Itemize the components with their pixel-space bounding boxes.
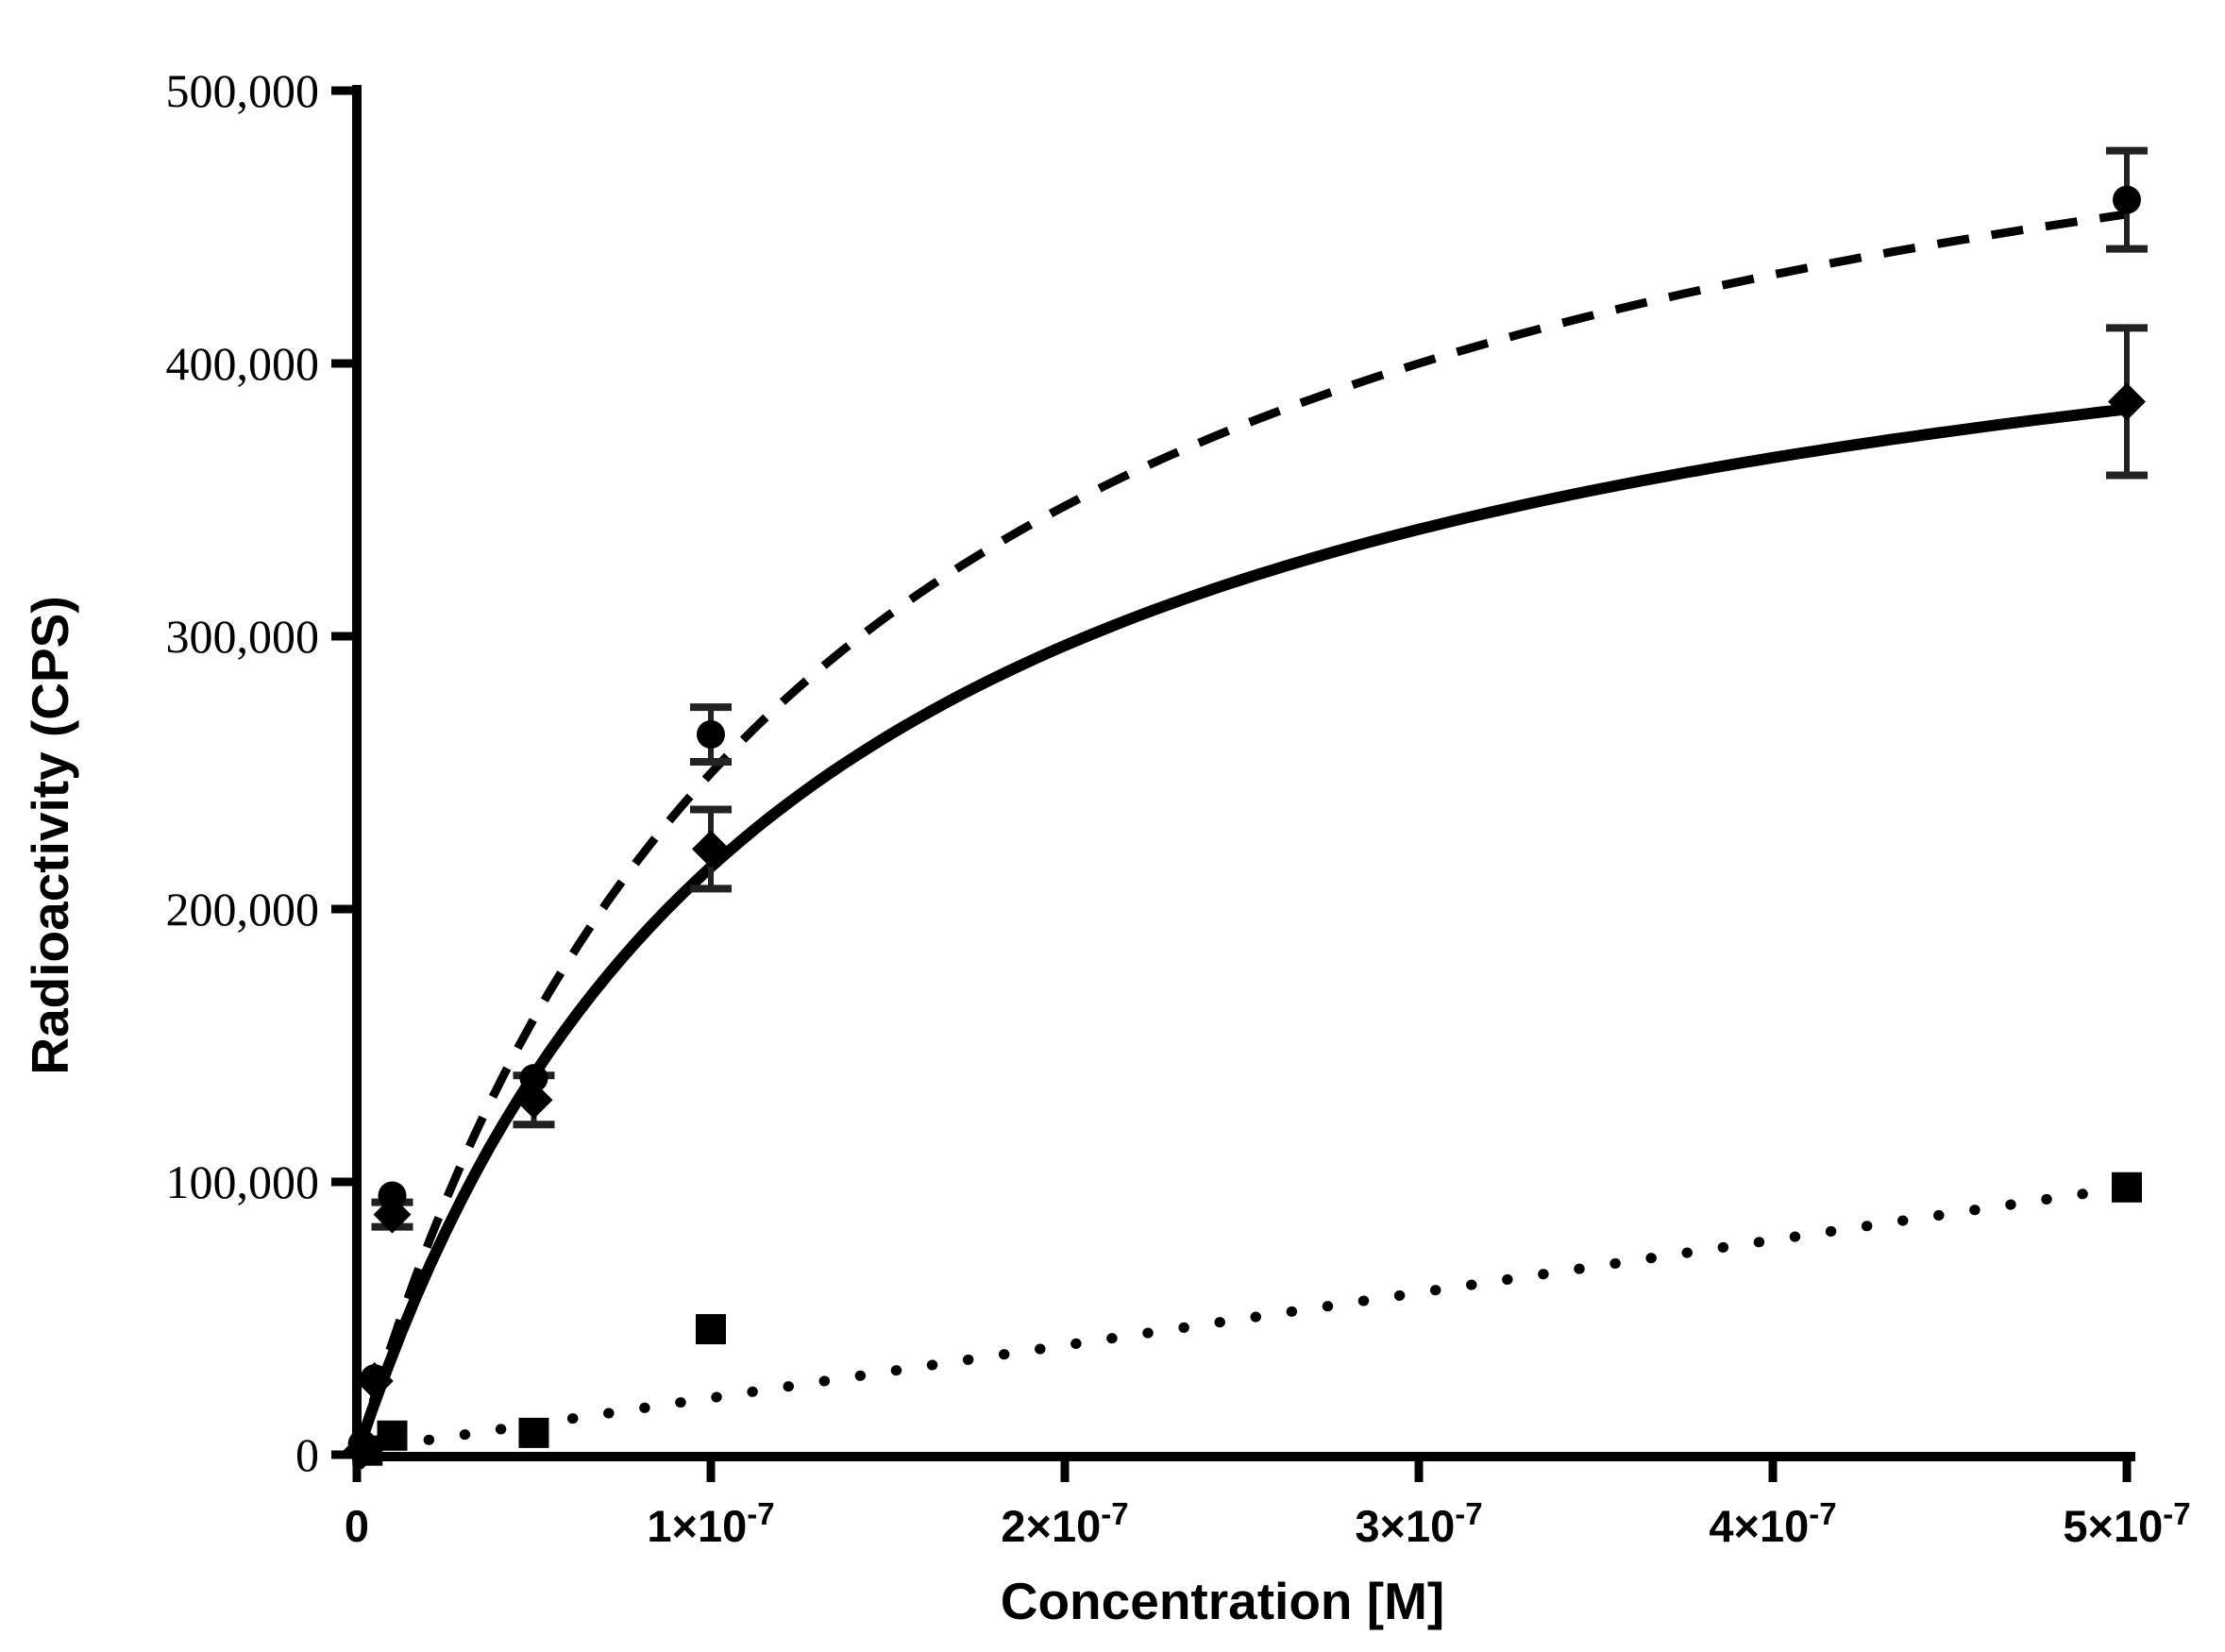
x-tick-label: 2×10-7 [1001,1496,1128,1551]
x-tick-label: 4×10-7 [1709,1496,1836,1551]
diamond-marker [373,1195,412,1234]
specific-binding-curve [351,403,2128,1457]
circle-marker [697,720,725,750]
circle-marker [2113,185,2141,214]
data-markers [343,185,2146,1470]
x-tick-label: 5×10-7 [2063,1496,2190,1551]
square-marker [518,1417,549,1448]
x-tick-label: 0 [345,1501,369,1551]
y-tick-label: 400,000 [166,337,320,390]
square-marker [377,1420,408,1451]
square-marker [696,1314,726,1345]
circle-marker [519,1064,548,1093]
y-tick-label: 300,000 [166,610,320,663]
diamond-marker [2108,382,2146,421]
y-tick-label: 200,000 [166,883,320,936]
axes: 0 100,000 200,000 300,000 400,000 500,000 0 1×1… [166,64,2191,1551]
nonspecific-binding-curve [351,1182,2132,1457]
total-binding-curve [352,210,2128,1457]
diamond-marker [514,1081,553,1120]
axis-labels: Radioactivity (CPS) Concentration [M] [21,596,1444,1630]
diamond-marker [355,1361,394,1400]
fit-curves [351,210,2132,1457]
error-bars [371,146,2148,1231]
y-tick-label: 0 [295,1428,319,1481]
square-marker [2112,1172,2142,1203]
circle-marker [378,1181,407,1210]
x-axis-title: Concentration [M] [1001,1572,1445,1630]
x-tick-label: 1×10-7 [647,1496,774,1551]
y-tick-label: 500,000 [166,64,320,117]
y-axis-title: Radioactivity (CPS) [21,596,79,1074]
x-tick-label: 3×10-7 [1355,1496,1482,1551]
y-tick-label: 100,000 [166,1155,320,1208]
diamond-marker [692,830,730,868]
